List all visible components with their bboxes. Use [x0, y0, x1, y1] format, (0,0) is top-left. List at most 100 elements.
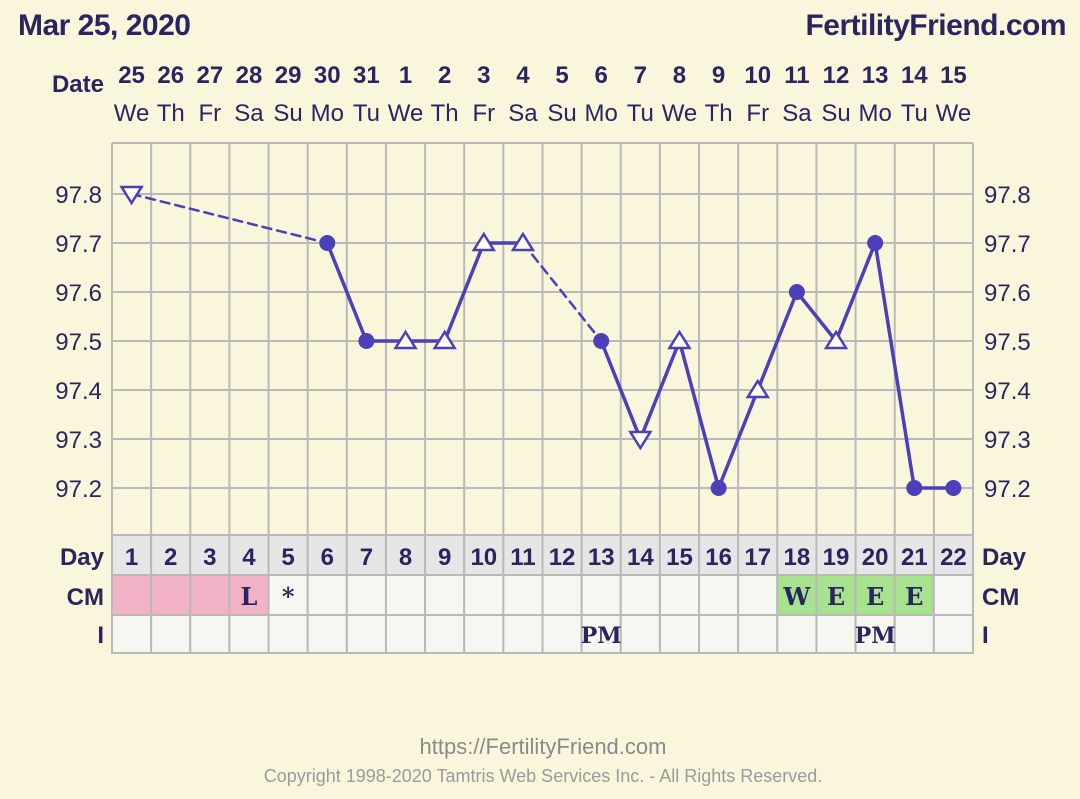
y-tick-label-right: 97.6 [984, 280, 1031, 307]
cm-cell [932, 574, 975, 616]
site-brand: FertilityFriend.com [805, 9, 1066, 42]
weekday-label: Sa [508, 100, 538, 127]
intercourse-cell [854, 614, 896, 654]
temperature-segment [834, 241, 877, 343]
chart-date-title: Mar 25, 2020 [18, 9, 190, 42]
cycle-day-label: 9 [438, 544, 451, 571]
weekday-label: Th [431, 100, 459, 127]
intercourse-cell [111, 614, 153, 654]
cm-entry: E [866, 582, 884, 611]
date-tick-label: 14 [901, 62, 928, 89]
weekday-label: Fr [746, 100, 769, 127]
grid-lines [111, 142, 974, 536]
day-cell [424, 534, 466, 576]
y-tick-label-left: 97.4 [55, 378, 102, 405]
y-tick-label-right: 97.8 [984, 182, 1031, 209]
weekday-label: Su [547, 100, 576, 127]
weekday-label: Mo [858, 100, 891, 127]
date-tick-label: 28 [236, 62, 263, 89]
cycle-day-label: 10 [470, 544, 497, 571]
weekday-label: Tu [627, 100, 654, 127]
cycle-day-label: 20 [862, 544, 889, 571]
weekday-label: We [662, 100, 698, 127]
temperature-point [510, 231, 536, 252]
y-axis-ticks: 97.8 97.8 97.7 97.7 97.6 97.6 97.5 97.5 97.4 97.4… [55, 182, 1030, 503]
date-tick-label: 11 [784, 62, 809, 89]
temperature-point [593, 333, 610, 349]
temperature-segment [638, 339, 682, 441]
temperature-point [667, 329, 692, 350]
temperature-point [471, 231, 497, 252]
cycle-day-label: 4 [242, 544, 256, 571]
y-tick-label-left: 97.8 [55, 182, 102, 209]
intercourse-row-label-right: I [982, 622, 989, 649]
cm-entry: E [827, 582, 845, 611]
intercourse-cell [424, 614, 466, 654]
temperature-segment [756, 290, 799, 392]
temperature-point [432, 329, 457, 350]
temperature-point [119, 185, 144, 206]
cycle-day-label: 5 [281, 544, 294, 571]
date-tick-label: 15 [940, 62, 967, 89]
date-tick-label: 3 [477, 62, 490, 89]
temperature-point [393, 329, 418, 350]
temperature-point [358, 333, 375, 349]
cm-cell [541, 574, 583, 616]
weekday-label: Th [157, 100, 185, 127]
cm-row-label-left: CM [67, 584, 104, 611]
date-tick-label: 26 [157, 62, 184, 89]
cycle-day-label: 22 [940, 544, 967, 571]
intercourse-cell [541, 614, 583, 654]
day-cell [345, 534, 387, 576]
weekday-label: We [388, 100, 424, 127]
intercourse-cell [893, 614, 935, 654]
intercourse-cell [932, 614, 975, 654]
cm-cell [463, 574, 505, 616]
date-tick-label: 7 [634, 62, 647, 89]
date-tick-label: 10 [744, 62, 771, 89]
intercourse-cell [228, 614, 270, 654]
y-tick-label-left: 97.5 [55, 329, 102, 356]
intercourse-cell [658, 614, 701, 654]
temperature-series [130, 192, 956, 490]
weekday-label: Tu [353, 100, 380, 127]
temperature-point [745, 378, 771, 399]
date-tick-label: 6 [595, 62, 608, 89]
cm-entry: E [905, 582, 923, 611]
cycle-day-label: 7 [360, 544, 373, 571]
day-cell [150, 534, 192, 576]
temperature-segment [677, 339, 721, 490]
date-tick-label: 5 [555, 62, 568, 89]
temperature-point [823, 329, 849, 350]
cycle-day-label: 19 [823, 544, 850, 571]
temperature-point [628, 430, 653, 451]
temperature-segment [599, 339, 643, 441]
day-cell [932, 534, 975, 576]
date-tick-label: 8 [673, 62, 686, 89]
footer-url: https://FertilityFriend.com [420, 734, 667, 759]
day-cell [111, 534, 153, 576]
y-tick-label-right: 97.4 [984, 378, 1031, 405]
temperature-segment [716, 388, 760, 490]
weekday-label: Sa [782, 100, 812, 127]
cycle-day-label: 15 [666, 544, 693, 571]
weekday-label: Su [273, 100, 302, 127]
date-tick-label: 12 [823, 62, 850, 89]
day-cell [776, 534, 818, 576]
temperature-segment [521, 241, 603, 343]
y-tick-label-left: 97.7 [55, 231, 102, 258]
weekday-label: Mo [585, 100, 618, 127]
cm-cell [580, 574, 622, 616]
y-tick-label-left: 97.2 [55, 476, 102, 503]
weekday-label: Fr [472, 100, 495, 127]
day-cell [815, 534, 857, 576]
y-tick-label-right: 97.7 [984, 231, 1031, 258]
cycle-day-label: 13 [588, 544, 615, 571]
weekday-label: Tu [901, 100, 928, 127]
weekday-label: Mo [311, 100, 344, 127]
intercourse-cell [815, 614, 857, 654]
cm-cell [658, 574, 701, 616]
temperature-point [867, 235, 884, 251]
